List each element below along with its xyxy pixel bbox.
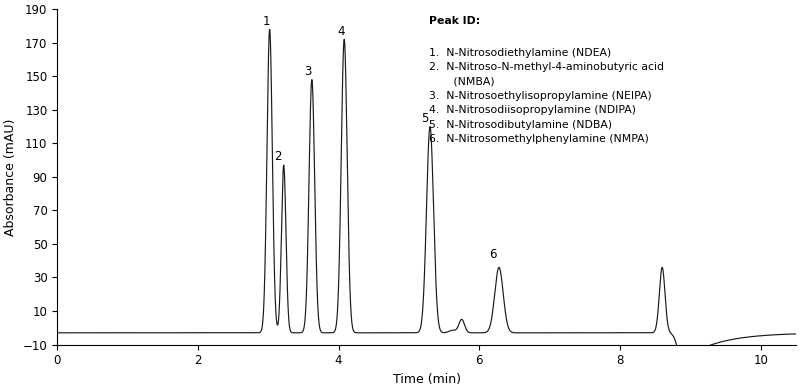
Text: 4: 4	[338, 25, 345, 38]
Text: 1: 1	[262, 14, 270, 28]
Text: Peak ID:: Peak ID:	[429, 16, 480, 26]
Y-axis label: Absorbance (mAU): Absorbance (mAU)	[4, 118, 17, 236]
Text: 2: 2	[274, 151, 282, 163]
Text: 1.  N-Nitrosodiethylamine (NDEA)
2.  N-Nitroso-N-methyl-4-aminobutyric acid
    : 1. N-Nitrosodiethylamine (NDEA) 2. N-Nit…	[429, 48, 664, 144]
Text: 5: 5	[421, 112, 428, 125]
Text: 6: 6	[490, 248, 497, 261]
Text: 3: 3	[305, 65, 312, 78]
X-axis label: Time (min): Time (min)	[393, 373, 461, 386]
